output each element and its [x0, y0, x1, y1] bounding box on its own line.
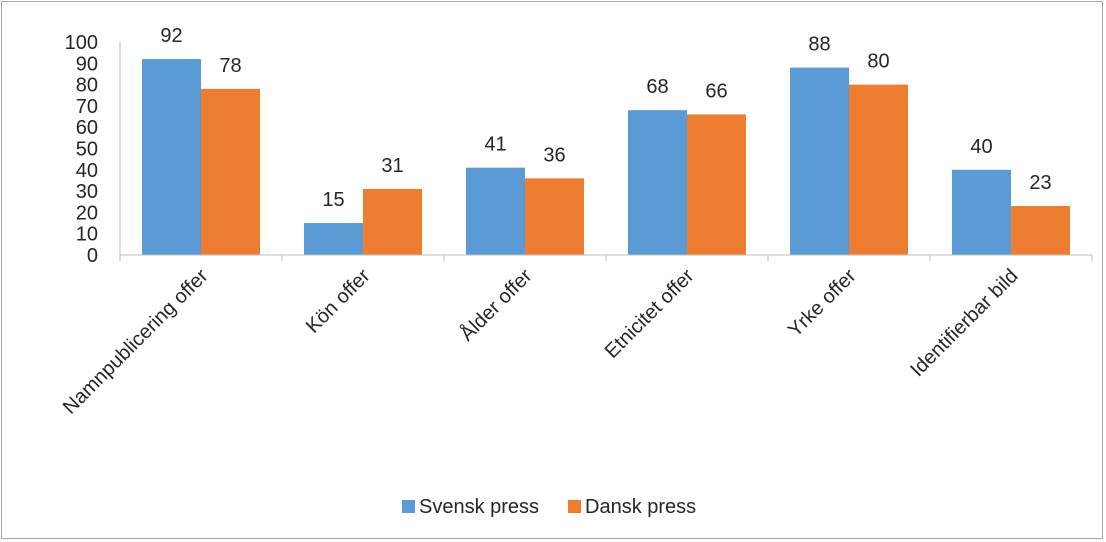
- legend-label: Dansk press: [585, 496, 696, 518]
- category-label: Etnicitet offer: [601, 265, 699, 363]
- data-label: 80: [867, 51, 889, 73]
- bar: [790, 67, 849, 255]
- data-label: 40: [970, 136, 992, 158]
- data-label: 68: [646, 76, 668, 98]
- bar: [466, 167, 525, 255]
- legend-swatch: [402, 500, 415, 513]
- data-label: 15: [322, 189, 344, 211]
- legend-swatch: [568, 500, 581, 513]
- y-tick-label: 40: [76, 160, 98, 182]
- category-label: Yrke offer: [784, 265, 861, 342]
- bar: [363, 188, 422, 255]
- legend-label: Svensk press: [419, 496, 539, 518]
- y-tick-label: 70: [76, 96, 98, 118]
- data-label: 88: [808, 34, 830, 56]
- bar: [1011, 206, 1070, 255]
- y-tick-label: 0: [87, 245, 98, 267]
- y-tick-label: 30: [76, 181, 98, 203]
- bar: [525, 178, 584, 255]
- bar: [687, 114, 746, 255]
- data-label: 78: [219, 55, 241, 77]
- category-label: Namnpublicering offer: [59, 265, 213, 419]
- data-label: 36: [543, 144, 565, 166]
- category-label: Kön offer: [302, 265, 375, 338]
- data-label: 41: [484, 134, 506, 156]
- bar: [201, 88, 260, 255]
- bar: [304, 223, 363, 255]
- bar: [628, 110, 687, 255]
- y-tick-label: 60: [76, 117, 98, 139]
- y-tick-label: 10: [76, 224, 98, 246]
- data-label: 31: [381, 155, 403, 177]
- data-label: 23: [1029, 172, 1051, 194]
- y-tick-label: 20: [76, 202, 98, 224]
- y-tick-label: 50: [76, 139, 98, 161]
- legend: Svensk press Dansk press: [402, 496, 696, 518]
- data-label: 92: [160, 25, 182, 47]
- y-tick-label: 90: [76, 53, 98, 75]
- y-tick-label: 100: [65, 32, 98, 54]
- bar: [952, 169, 1011, 255]
- y-tick-label: 80: [76, 75, 98, 97]
- data-label: 66: [705, 80, 727, 102]
- category-label: Ålder offer: [455, 264, 536, 345]
- category-label: Identifierbar bild: [906, 265, 1022, 381]
- bar: [142, 59, 201, 255]
- bars-group: [142, 59, 1070, 255]
- bar: [849, 84, 908, 255]
